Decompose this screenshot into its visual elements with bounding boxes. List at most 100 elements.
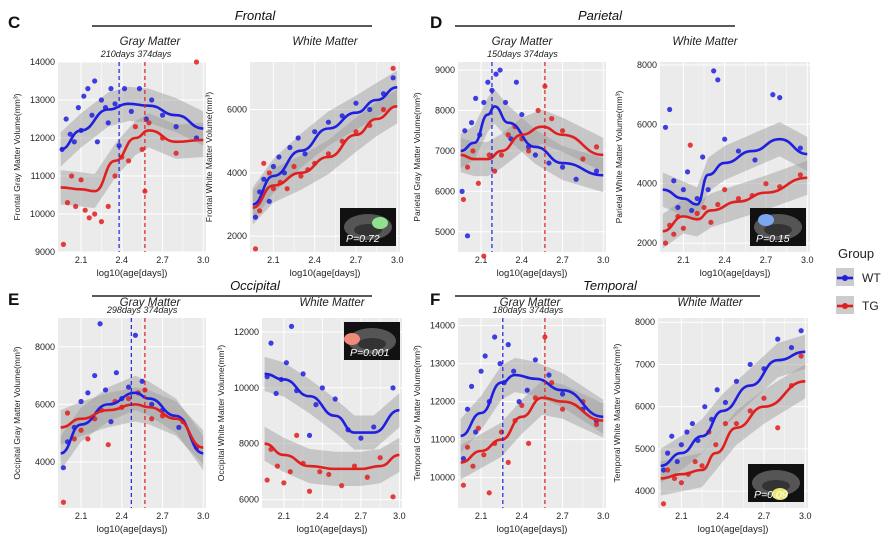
wt-data-point <box>159 112 166 118</box>
tg-data-point <box>747 408 753 414</box>
wt-data-point <box>173 124 179 130</box>
wt-data-point <box>460 456 467 462</box>
wt-data-point <box>573 176 579 182</box>
tg-fit-line <box>660 380 806 480</box>
x-tick-label: 2.1 <box>475 255 488 265</box>
plot-background <box>58 318 206 508</box>
wt-data-point <box>176 424 182 430</box>
wt-fit-line <box>660 350 806 468</box>
wt-fit-line <box>252 86 398 206</box>
wt-data-point <box>261 176 267 182</box>
tg-data-point <box>270 186 276 192</box>
wt-confidence-band <box>460 89 604 193</box>
wt-data-point <box>481 99 487 106</box>
peak-age-annotation: 210days 374days <box>100 49 172 59</box>
wt-confidence-band <box>660 334 806 483</box>
tg-data-point <box>353 129 359 135</box>
legend: Group WT TG <box>836 246 881 314</box>
x-tick-label: 3.0 <box>801 255 814 265</box>
tg-fit-line <box>252 105 398 209</box>
tg-data-point <box>351 463 358 469</box>
wt-data-point <box>711 68 717 74</box>
tg-data-point <box>261 160 267 166</box>
wt-data-point <box>735 148 742 154</box>
peak-age-annotation: 298days 374days <box>106 305 178 315</box>
tg-data-point <box>380 106 387 113</box>
tg-data-point <box>139 146 145 152</box>
wt-data-point <box>390 385 396 391</box>
y-tick-label: 2000 <box>227 231 247 241</box>
wt-data-point <box>700 154 706 160</box>
tg-data-point <box>85 436 91 442</box>
wt-data-point <box>75 105 81 111</box>
y-tick-label: 10000 <box>234 383 259 393</box>
x-tick-label: 2.1 <box>75 511 88 521</box>
wt-data-point <box>94 139 100 145</box>
wt-data-point <box>559 164 566 170</box>
wt-data-point <box>128 108 134 114</box>
wt-data-point <box>702 404 708 410</box>
tg-data-point <box>78 427 84 433</box>
wt-data-point <box>775 336 781 342</box>
wt-data-point <box>325 119 332 125</box>
wt-data-point <box>132 332 138 338</box>
gray-matter-title: Gray Matter <box>120 297 182 309</box>
tg-data-point <box>78 177 84 183</box>
panel-letter: E <box>8 290 19 309</box>
gray-matter-panel-e: 2.1 2.4 2.7 3.0 4000 6000 8000 log10(age[days])… <box>12 305 210 535</box>
tg-data-point <box>326 471 332 478</box>
y-axis-label: Occipital Gray Matter Volume(mm³) <box>12 346 22 479</box>
gray-matter-panel-f: 2.1 2.4 2.7 3.0 10000 11000 12000 13000 14000 log… <box>412 305 610 535</box>
tg-data-point <box>284 186 290 192</box>
y-axis-label: Temporal Gray Matter Volume(mm³) <box>412 345 422 481</box>
y-axis-label: Parietal Gray Matter Volume(mm³) <box>412 92 422 222</box>
wt-data-point <box>306 432 313 438</box>
tg-data-point <box>678 480 684 486</box>
tg-data-point <box>580 156 586 162</box>
white-matter-title: White Matter <box>299 297 365 309</box>
tg-data-point <box>470 463 476 469</box>
tg-data-point <box>464 164 471 170</box>
y-tick-label: 13000 <box>30 95 55 105</box>
x-tick-label: 2.4 <box>308 255 321 265</box>
tg-data-point <box>364 474 370 480</box>
gray-matter-title: Gray Matter <box>120 36 182 48</box>
wt-data-point <box>287 144 293 151</box>
wt-data-point <box>511 368 517 374</box>
highlighted-region <box>772 488 788 500</box>
tg-fit-line <box>60 129 204 193</box>
tg-data-point <box>535 107 541 114</box>
wt-data-point <box>493 71 499 77</box>
wt-data-point <box>92 78 98 84</box>
wt-fit-line <box>60 102 204 151</box>
x-tick-label: 2.7 <box>350 255 363 265</box>
highlighted-region <box>758 214 774 226</box>
x-tick-label: 2.4 <box>718 255 731 265</box>
brain-inset: P=0.72 <box>340 208 396 246</box>
y-tick-label: 13000 <box>430 359 455 369</box>
tg-data-point <box>492 168 498 174</box>
tg-data-point <box>173 150 179 156</box>
tg-data-point <box>390 494 396 500</box>
x-tick-label: 2.4 <box>116 511 129 521</box>
wt-data-point <box>660 467 667 473</box>
y-tick-label: 6000 <box>227 105 247 115</box>
tg-data-point <box>593 421 600 427</box>
x-tick-label: 3.0 <box>597 511 610 521</box>
tg-data-point <box>559 128 566 134</box>
wt-data-point <box>67 131 73 137</box>
wt-data-point <box>497 361 503 367</box>
x-tick-label: 2.7 <box>758 511 771 521</box>
tg-data-point <box>665 467 671 473</box>
tg-data-point <box>460 196 467 203</box>
wt-confidence-band <box>460 357 604 453</box>
gray-matter-panel-d: 2.1 2.4 2.7 3.0 5000 6000 7000 8000 9000 log10(ag… <box>412 49 610 279</box>
white-matter-panel-d: 2.1 2.4 2.7 3.0 2000 4000 6000 8000 log10(age[da… <box>614 60 814 279</box>
tg-data-point <box>735 195 742 202</box>
tg-data-point <box>287 469 293 475</box>
wt-data-point <box>777 95 783 101</box>
wt-data-point <box>678 442 684 448</box>
y-axis-label: Frontal Gray Matter Volume(mm³) <box>12 93 22 220</box>
y-tick-label: 8000 <box>35 342 55 352</box>
tg-data-point <box>713 442 719 448</box>
